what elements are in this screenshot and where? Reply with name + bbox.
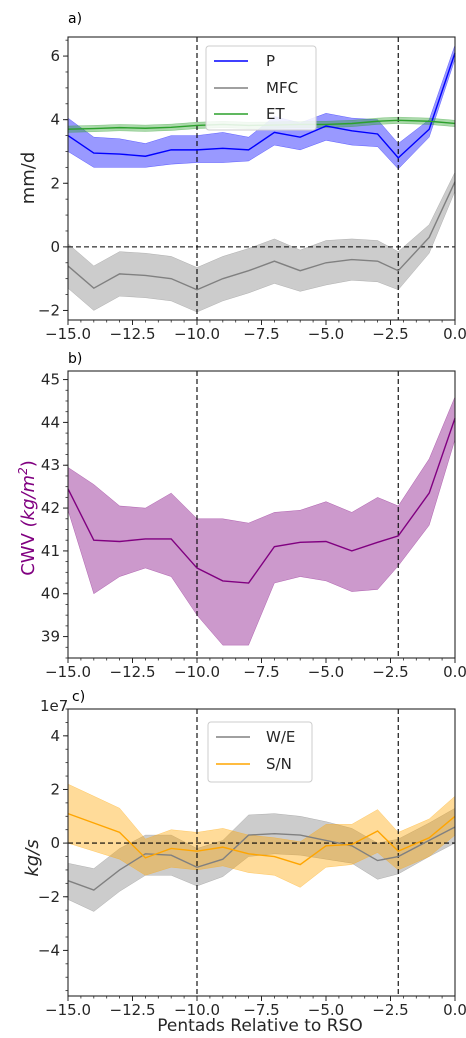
legend-label-mfc: MFC [266,79,298,97]
y-tick-label: 44 [41,413,60,431]
x-tick-label: −2.5 [372,325,408,343]
y-tick-label: 0 [50,238,60,256]
y-tick-label: 6 [50,47,60,65]
y-tick-label: −2 [38,301,60,319]
band-mfc [67,172,456,313]
legend-label-et: ET [266,105,285,123]
series-line-cwv [67,417,456,584]
series-line-mfc [67,181,456,291]
band-cwv [67,396,456,646]
y-tick-label: 4 [50,111,60,129]
panel-a: a) mm/d −15.0 −12.5 −10.0 −7.5 −5.0 −2.5 0.0 −2… [18,11,466,343]
y-tick-label: 45 [41,371,60,389]
x-tick-label: −12.5 [110,325,156,343]
x-tick-label: −7.5 [243,663,279,681]
panel-a-label: a) [68,11,82,27]
y-tick-label: 42 [41,499,60,517]
x-tick-label: −2.5 [372,663,408,681]
x-tick-label: −7.5 [243,1001,279,1019]
y-tick-label: 39 [41,628,60,646]
x-tick-label: 0.0 [443,325,466,343]
panel-c-scale-label: 1e7 [40,697,68,715]
y-tick-label: 2 [50,174,60,192]
panel-a-ylabel: mm/d [18,152,39,205]
y-tick-label: 2 [50,780,60,798]
legend-box [205,45,317,131]
x-tick-label: −12.5 [110,663,156,681]
x-tick-label: −7.5 [243,325,279,343]
x-tick-label: −15.0 [45,1001,91,1019]
x-tick-label: −10.0 [174,325,220,343]
y-tick-label: 43 [41,456,60,474]
x-tick-label: −5.0 [308,325,344,343]
panel-a-legend: P MFC ET [205,45,317,131]
x-tick-label: −15.0 [45,663,91,681]
legend-label-p: P [266,52,275,70]
series-line-s-n [67,812,456,866]
series-line-w-e [67,826,456,891]
y-tick-label: 40 [41,585,60,603]
x-tick-label: −15.0 [45,325,91,343]
legend-box [207,721,313,783]
legend-label-sn: S/N [266,755,292,773]
y-tick-label: −4 [38,941,60,959]
y-tick-label: 41 [41,542,60,560]
x-tick-label: 0.0 [443,1001,466,1019]
panel-b-label: b) [68,351,82,367]
x-tick-label: −12.5 [110,1001,156,1019]
x-tick-label: 0.0 [443,663,466,681]
panel-c: c) 1e7 kg/s Pentads Relative to RSO −15.… [22,689,466,1036]
panel-b-ylabel: CWV (kg/m2) [16,460,39,576]
panel-c-ylabel: kg/s [22,839,43,876]
y-tick-label: 4 [50,727,60,745]
series-line-p [67,52,456,159]
x-tick-label: −5.0 [308,1001,344,1019]
legend-label-we: W/E [266,728,295,746]
panel-c-label: c) [72,689,85,705]
x-tick-label: −2.5 [372,1001,408,1019]
panel-b: b) CWV (kg/m2) −15.0 −12.5 −10.0 −7.5 −5.0 −2… [16,351,466,681]
panel-c-xlabel: Pentads Relative to RSO [157,1016,362,1036]
x-tick-label: −10.0 [174,663,220,681]
y-tick-label: −2 [38,888,60,906]
x-tick-label: −5.0 [308,663,344,681]
x-tick-label: −10.0 [174,1001,220,1019]
y-tick-label: 0 [50,834,60,852]
panel-c-legend: W/E S/N [207,721,313,783]
